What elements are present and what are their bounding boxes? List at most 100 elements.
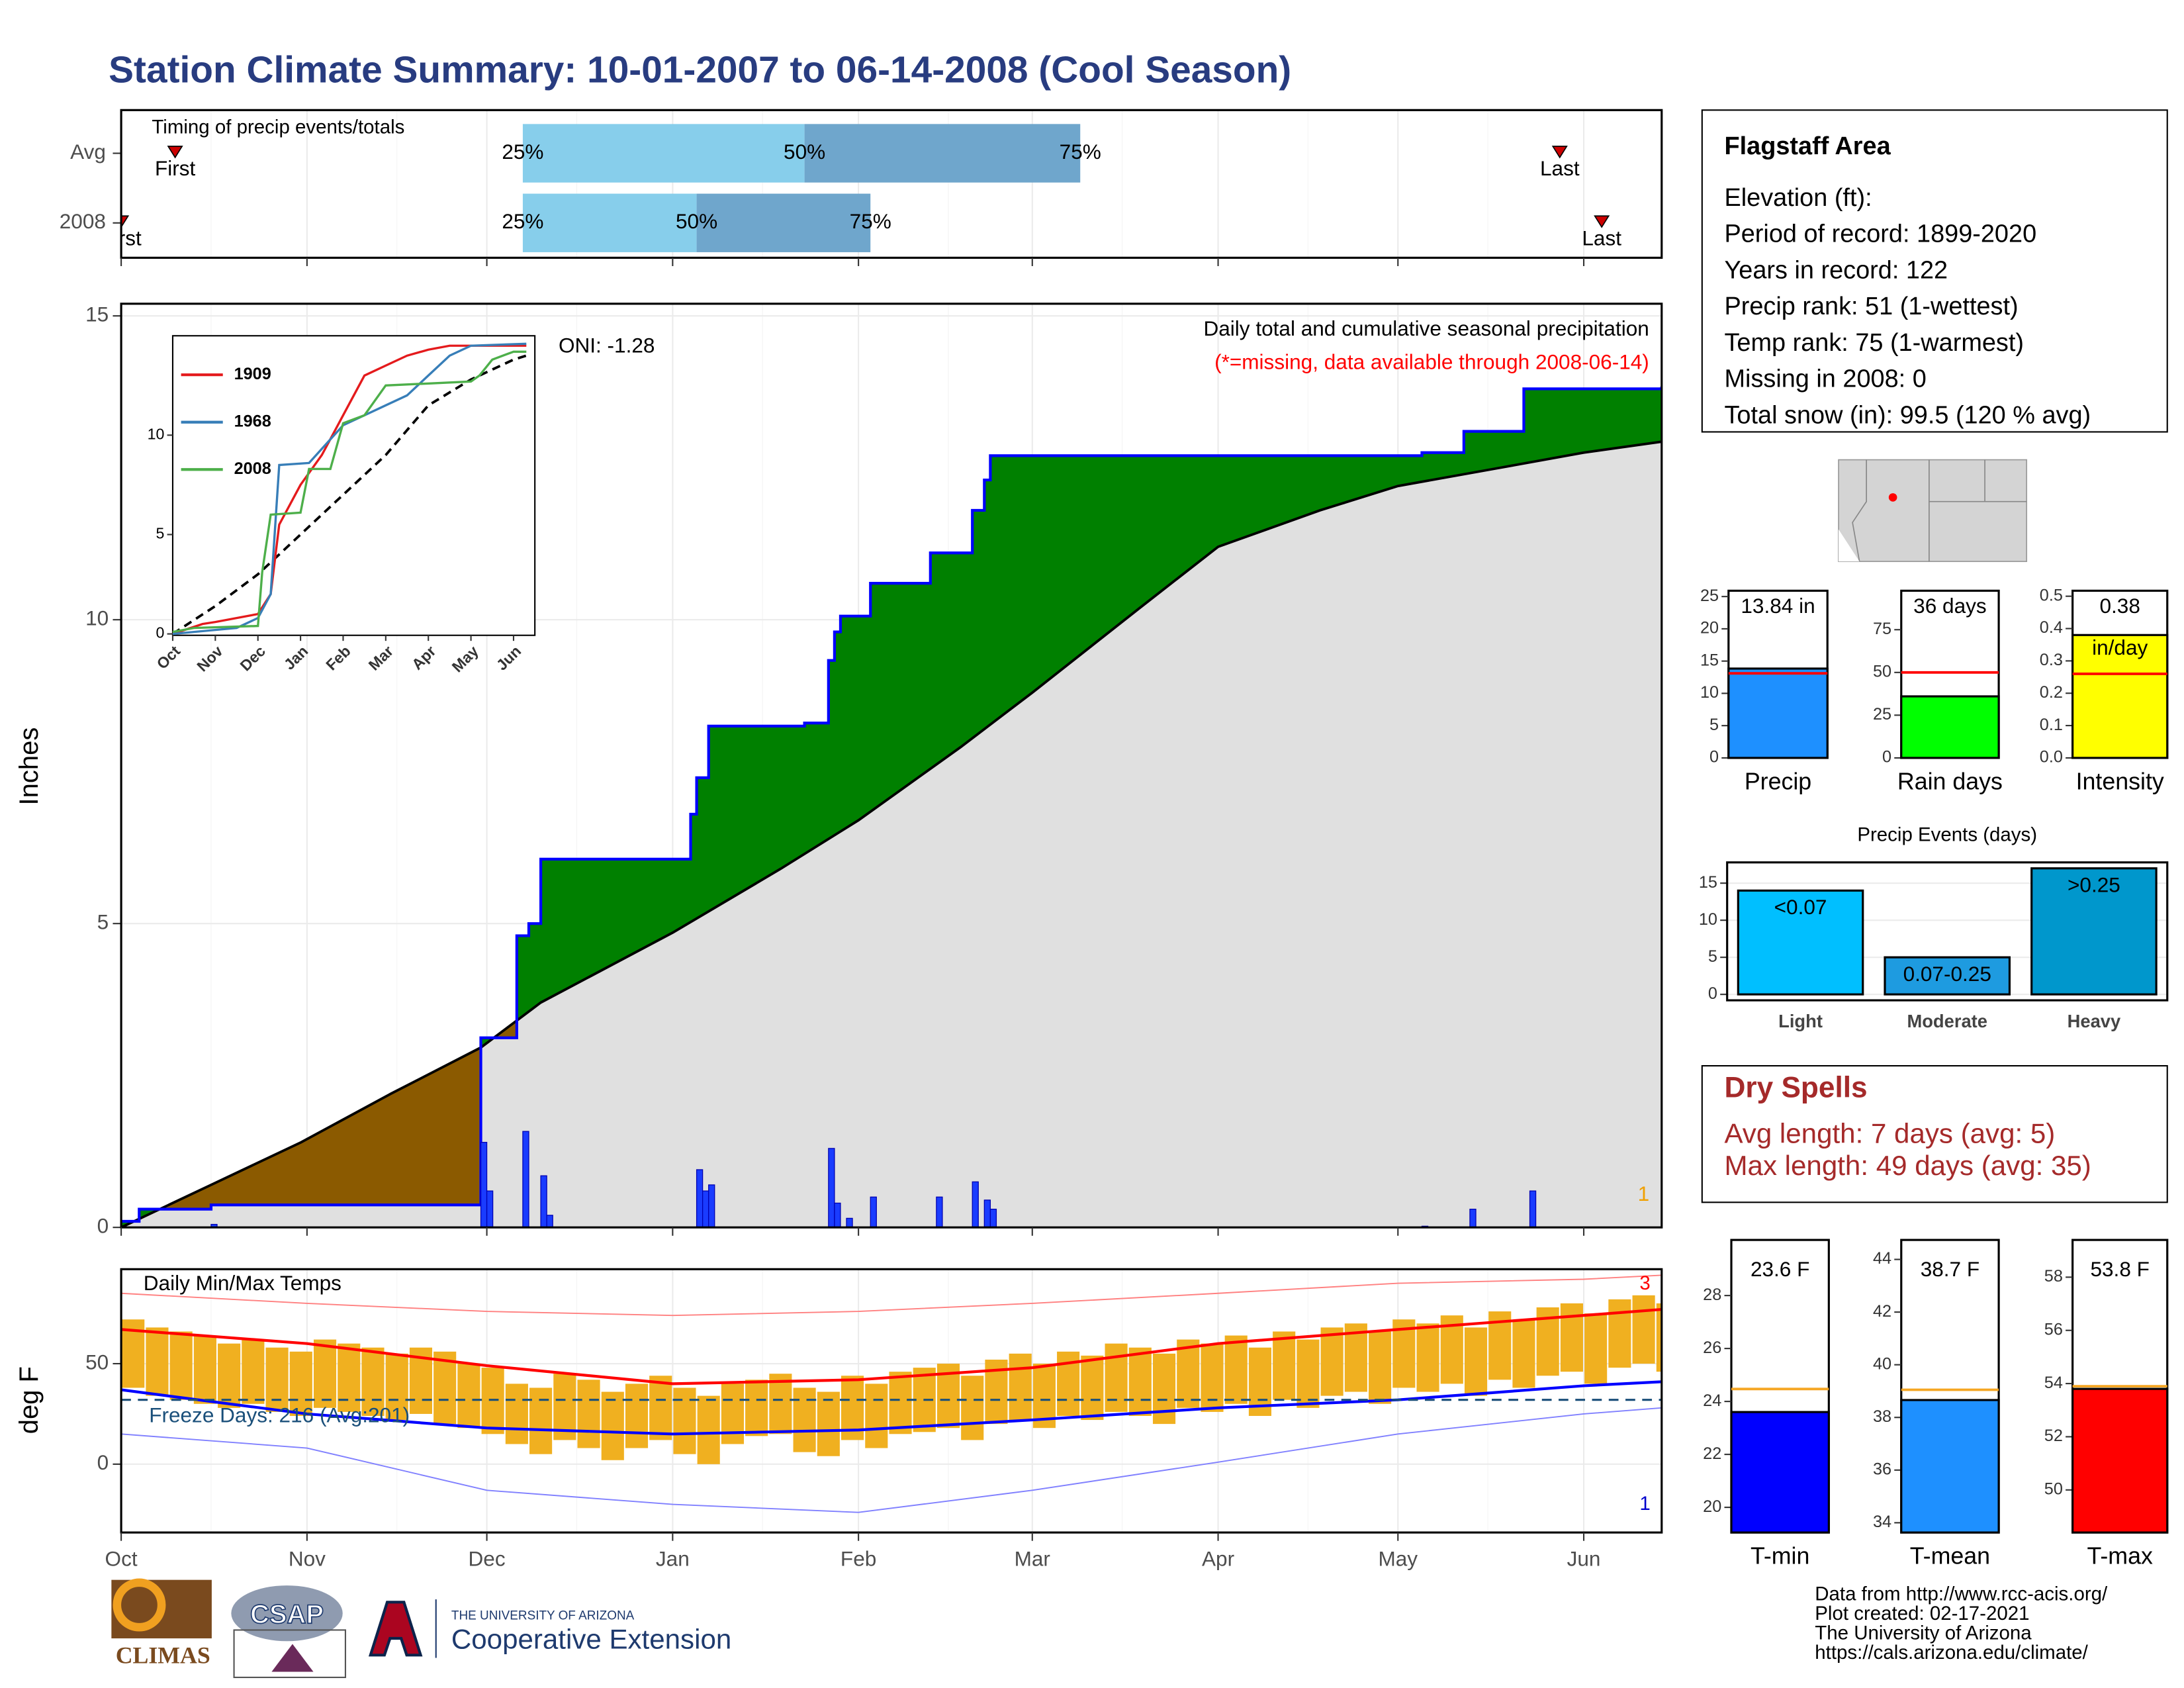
corner-label: 1 bbox=[1638, 1182, 1650, 1205]
y-tick-label: 15 bbox=[1699, 873, 1717, 892]
credit-line: Data from http://www.rcc-acis.org/ bbox=[1815, 1583, 2108, 1605]
summary-name: Precip bbox=[1745, 768, 1811, 794]
station-name: Flagstaff Area bbox=[1724, 132, 1891, 160]
row-label: 2008 bbox=[60, 209, 106, 233]
y-tick-label: 38 bbox=[1873, 1407, 1891, 1426]
locator-map bbox=[1838, 459, 2028, 563]
y-tick-label: 0.3 bbox=[2040, 651, 2063, 669]
event-label: First bbox=[155, 156, 196, 180]
y-axis-label: deg F bbox=[15, 1366, 44, 1434]
y-tick-label: 50 bbox=[2044, 1479, 2063, 1498]
panel-border bbox=[120, 303, 1663, 1229]
temp-plot bbox=[121, 1269, 1662, 1533]
temp-bar bbox=[385, 1353, 408, 1421]
events-title: Precip Events (days) bbox=[1857, 824, 2037, 846]
daily-bar bbox=[1469, 1209, 1477, 1228]
y-tick-label: 10 bbox=[85, 606, 109, 630]
y-tick-label: 0 bbox=[1709, 748, 1719, 767]
daily-bar bbox=[989, 1209, 997, 1228]
temp-bar bbox=[361, 1347, 385, 1416]
temp-bar bbox=[529, 1387, 553, 1454]
y-tick-label: 10 bbox=[148, 425, 165, 442]
threshold-label: >0.25 bbox=[2068, 872, 2120, 896]
y-tick-label: 5 bbox=[1708, 947, 1717, 966]
y-tick-label: 54 bbox=[2044, 1374, 2063, 1392]
value-label: 13.84 in bbox=[1741, 594, 1815, 618]
y-tick-label: 10 bbox=[1699, 910, 1717, 929]
temp-bar bbox=[1344, 1323, 1367, 1392]
average-line bbox=[171, 354, 527, 635]
temp-bar bbox=[265, 1347, 289, 1412]
temp-bar bbox=[769, 1374, 792, 1434]
y-tick-label: 0.2 bbox=[2040, 683, 2063, 702]
y-tick-label: 15 bbox=[85, 303, 109, 326]
daily-bar bbox=[708, 1184, 715, 1228]
temp-bar bbox=[1369, 1331, 1392, 1404]
y-tick-label: 5 bbox=[1709, 716, 1719, 734]
oni-label: ONI: -1.28 bbox=[559, 333, 655, 357]
category-label: Heavy bbox=[2068, 1011, 2121, 1031]
panel-border bbox=[120, 1268, 1663, 1534]
daily-bar bbox=[546, 1215, 553, 1228]
ua-text: THE UNIVERSITY OF ARIZONA bbox=[451, 1609, 635, 1622]
temp-bar bbox=[793, 1387, 816, 1452]
station-line: Total snow (in): 99.5 (120 % avg) bbox=[1724, 401, 2091, 429]
y-tick-label: 10 bbox=[1700, 683, 1719, 702]
temp-bar bbox=[1320, 1327, 1343, 1396]
temp-bar bbox=[961, 1376, 984, 1440]
temp-bar bbox=[433, 1351, 457, 1425]
temp-bar bbox=[721, 1383, 744, 1444]
daily-bar bbox=[696, 1169, 704, 1228]
summary-name: Intensity bbox=[2076, 768, 2164, 794]
summary-bar bbox=[1900, 695, 2000, 759]
temp-bar bbox=[218, 1343, 241, 1408]
x-tick-label: May bbox=[1378, 1547, 1418, 1571]
daily-bar bbox=[702, 1190, 709, 1228]
y-tick-label: 34 bbox=[1873, 1513, 1891, 1531]
panel-subtitle: (*=missing, data available through 2008-… bbox=[1214, 350, 1649, 374]
temp-bar bbox=[193, 1335, 216, 1404]
temp-bar bbox=[889, 1372, 912, 1434]
temp-bar bbox=[1464, 1327, 1488, 1396]
summary-name: T-mean bbox=[1910, 1542, 1990, 1569]
y-tick-label: 20 bbox=[1700, 619, 1719, 637]
y-tick-label: 50 bbox=[1873, 662, 1891, 680]
y-tick-label: 0 bbox=[1708, 984, 1717, 1003]
daily-bar bbox=[972, 1181, 979, 1228]
temp-bar bbox=[505, 1383, 528, 1444]
series-line bbox=[172, 350, 527, 633]
summary-name: T-max bbox=[2087, 1542, 2153, 1569]
summary-bar bbox=[1730, 1411, 1830, 1534]
y-axis-label: Inches bbox=[15, 727, 44, 806]
map-bg bbox=[1838, 459, 2028, 563]
daily-bar bbox=[834, 1202, 841, 1228]
value-label: 53.8 F bbox=[2090, 1257, 2149, 1281]
y-tick-label: 5 bbox=[156, 525, 164, 542]
y-tick-label: 0 bbox=[97, 1450, 109, 1474]
temp-bar bbox=[673, 1387, 696, 1454]
legend-label: 1968 bbox=[234, 412, 271, 430]
temp-bar bbox=[1152, 1353, 1176, 1425]
logos: CLIMAS CSAP THE UNIVERSITY OF ARIZONA Co… bbox=[111, 1578, 731, 1679]
category-label: Light bbox=[1778, 1011, 1823, 1031]
threshold-label: 0.07-0.25 bbox=[1903, 962, 1991, 986]
temp-bar bbox=[649, 1376, 672, 1440]
quantile-label: 75% bbox=[1060, 140, 1101, 164]
category-label: Moderate bbox=[1907, 1011, 1987, 1031]
daily-bar bbox=[936, 1196, 943, 1228]
y-tick-label: 0.0 bbox=[2040, 748, 2063, 767]
panel-border bbox=[120, 109, 1663, 259]
summary-bar bbox=[2071, 1387, 2169, 1534]
climas-logo-ring bbox=[113, 1578, 166, 1632]
daily-bar bbox=[480, 1142, 488, 1228]
event-label: Last bbox=[1540, 156, 1580, 180]
station-line: Precip rank: 51 (1-wettest) bbox=[1724, 293, 2018, 320]
climatology-line bbox=[121, 440, 1662, 1228]
max-count-label: 3 bbox=[1639, 1272, 1650, 1294]
precip-plot bbox=[121, 303, 1662, 1228]
summary-name: T-min bbox=[1751, 1542, 1809, 1569]
daily-bar bbox=[983, 1199, 991, 1228]
x-tick-label: Nov bbox=[289, 1547, 326, 1571]
value-label: 36 days bbox=[1913, 594, 1987, 618]
